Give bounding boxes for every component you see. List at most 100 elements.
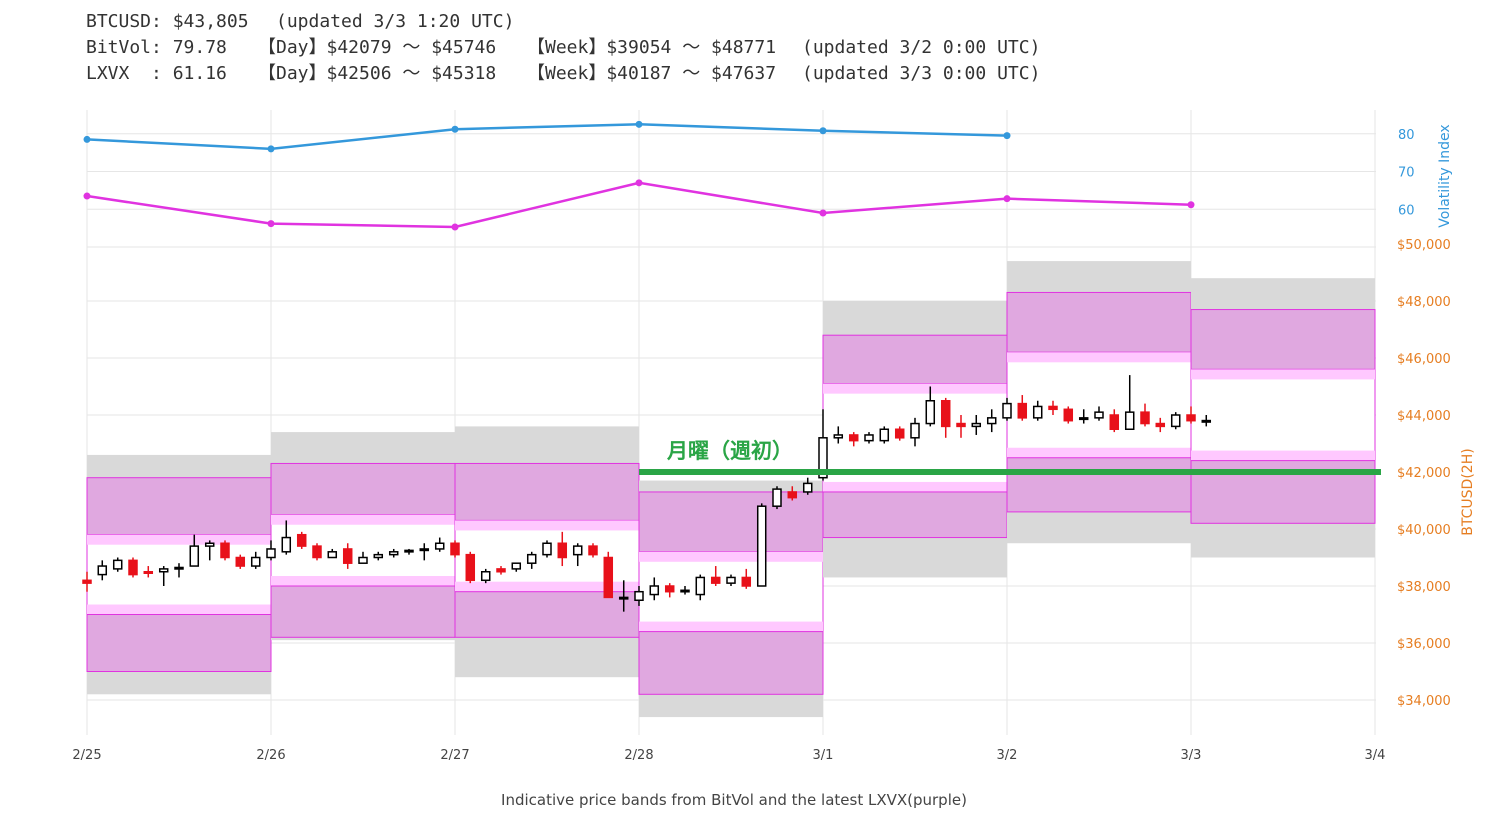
candle-body [971, 422, 982, 428]
lxvx-point [635, 179, 643, 187]
bitvol-week-range: 【Week】$39054 ～ $48771 [527, 37, 777, 58]
candle-body [986, 417, 997, 425]
candle-body [864, 434, 874, 442]
pink-strip-upper [1191, 369, 1375, 380]
bitvol-updated: (updated 3/2 0:00 UTC) [802, 37, 1041, 58]
purple-band-lower [822, 491, 1008, 539]
candle-body [327, 551, 338, 559]
candle-body [404, 549, 414, 553]
price-summary-header: BTCUSD: $43,805 (updated 3/3 1:20 UTC) B… [86, 9, 1040, 87]
chart-caption: Indicative price bands from BitVol and t… [501, 791, 967, 809]
candle-body [1109, 414, 1120, 430]
candle-body [1170, 414, 1181, 428]
candle-body [1032, 405, 1043, 419]
candle-body [419, 548, 430, 552]
x-tick-label: 3/4 [1365, 748, 1386, 763]
candle-body [726, 576, 736, 584]
price-tick-label: $40,000 [1397, 523, 1451, 538]
btcusd-updated: (updated 3/3 1:20 UTC) [276, 11, 515, 32]
x-tick-label: 3/3 [1181, 748, 1202, 763]
candle-body [910, 422, 920, 439]
candle-body [833, 434, 844, 439]
candle-body [465, 553, 476, 582]
candle-body [848, 434, 859, 442]
purple-band-lower [270, 585, 456, 638]
inner-band [1006, 351, 1192, 459]
candle-body [128, 559, 138, 576]
candle-body [1155, 422, 1166, 428]
candle-body [557, 542, 568, 559]
candle-body [1063, 408, 1074, 422]
candle-body [710, 576, 721, 584]
candle-body [603, 556, 614, 599]
candle-body [1017, 402, 1028, 419]
candle-body [235, 556, 246, 567]
x-tick-label: 2/27 [440, 748, 469, 763]
candle-body [388, 551, 399, 556]
inner-band [1190, 368, 1376, 462]
bitvol-row: BitVol: 79.78 【Day】$42079 ～ $45746 【Week… [86, 35, 1040, 61]
candle-body [526, 553, 537, 564]
candle-body [342, 548, 353, 564]
vol-tick-label: 80 [1398, 128, 1415, 143]
purple-band-upper [86, 477, 272, 536]
candle-body [1094, 411, 1104, 419]
candle-body [802, 482, 813, 493]
bitvol-point [819, 127, 827, 135]
btcusd-row: BTCUSD: $43,805 (updated 3/3 1:20 UTC) [86, 9, 514, 35]
candle-body [756, 505, 767, 587]
candle-body [312, 545, 322, 559]
candle-body [925, 400, 936, 425]
pink-strip-upper [639, 551, 823, 562]
purple-band-lower [86, 614, 272, 672]
lxvx-week-range: 【Week】$40187 ～ $47637 [527, 63, 777, 84]
pink-strip-lower [639, 621, 823, 632]
vol-tick-label: 60 [1398, 203, 1415, 218]
purple-band-upper [270, 462, 456, 516]
bitvol-point [635, 120, 643, 128]
candle-body [82, 579, 92, 584]
purple-band-upper [1006, 291, 1192, 353]
purple-band-upper [822, 334, 1008, 385]
candle-body [373, 553, 384, 559]
price-axis-title: BTCUSD(2H) [1460, 448, 1476, 535]
price-tick-label: $46,000 [1397, 352, 1451, 367]
lxvx-value: LXVX : 61.16 [86, 63, 227, 84]
purple-band-upper [454, 462, 640, 521]
pink-strip-lower [1007, 447, 1191, 458]
pink-strip-upper [87, 534, 271, 545]
candle-body [1078, 417, 1089, 421]
candle-body [741, 576, 752, 587]
candle-body [358, 556, 368, 564]
bitvol-line [86, 123, 1008, 151]
purple-band-upper [638, 491, 824, 553]
pink-strip-lower [823, 481, 1007, 492]
candle-body [143, 571, 154, 574]
x-tick-label: 2/28 [624, 748, 653, 763]
candle-body [1186, 414, 1196, 422]
price-tick-label: $34,000 [1397, 694, 1451, 709]
axes: 2/25 2/26 2/27 2/28 3/1 3/2 3/3 3/4 60 70 80 $34,00… [72, 124, 1476, 763]
candle-body [572, 545, 583, 556]
candle-body [511, 562, 522, 570]
price-tick-label: $36,000 [1397, 637, 1451, 652]
pink-strip-lower [271, 576, 455, 586]
price-tick-label: $48,000 [1397, 295, 1451, 310]
pink-strip-lower [87, 604, 271, 615]
candle-body [189, 545, 200, 567]
candle-body [220, 542, 230, 559]
price-tick-label: $44,000 [1397, 409, 1451, 424]
candle-body [1048, 405, 1058, 411]
candle-body [772, 488, 782, 507]
vol-axis-title: Volatility Index [1437, 124, 1453, 227]
candle-body [158, 568, 169, 573]
purple-band-lower [1006, 457, 1192, 513]
lxvx-day-range: 【Day】$42506 ～ $45318 [258, 63, 497, 84]
candle-body [818, 437, 828, 479]
candle-body [1140, 411, 1150, 425]
price-tick-label: $50,000 [1397, 238, 1451, 253]
volatility-lines [83, 120, 1195, 231]
candle-body [680, 589, 690, 593]
monday-annotation-group: 月曜（週初） [639, 439, 1381, 475]
candle-body [480, 571, 491, 582]
